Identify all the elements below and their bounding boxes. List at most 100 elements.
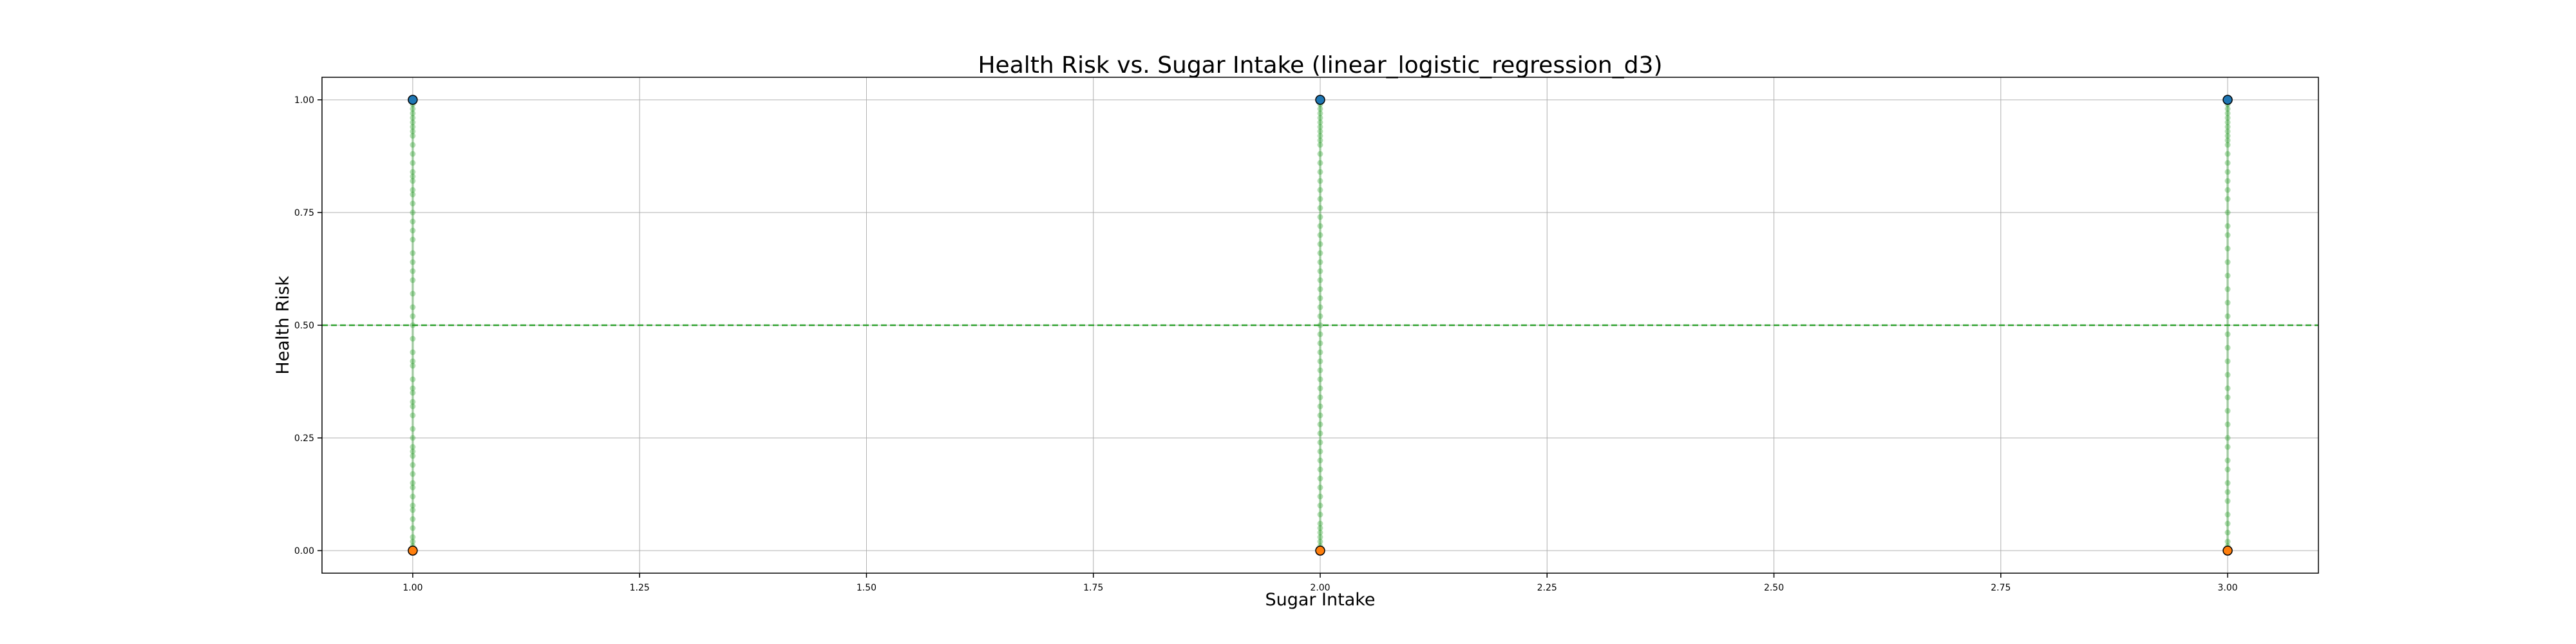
- predicted-point: [1317, 340, 1323, 346]
- predicted-point: [410, 516, 416, 522]
- predicted-point: [410, 191, 416, 198]
- predicted-point: [410, 236, 416, 243]
- y-tick-label: 0.25: [294, 433, 314, 444]
- predicted-point: [410, 313, 416, 319]
- predicted-point: [410, 412, 416, 419]
- predicted-point: [1317, 286, 1323, 292]
- predicted-point: [410, 124, 416, 130]
- predicted-point: [1317, 502, 1323, 509]
- y-tick-label: 0.00: [294, 546, 314, 556]
- predicted-point: [410, 453, 416, 459]
- predicted-point: [410, 227, 416, 234]
- predicted-point: [2224, 480, 2231, 486]
- predicted-point: [410, 115, 416, 121]
- predicted-point: [2224, 299, 2231, 306]
- predicted-point: [410, 160, 416, 166]
- predicted-point: [410, 462, 416, 468]
- predicted-point: [1317, 529, 1323, 536]
- predicted-point: [410, 304, 416, 310]
- predicted-point: [2224, 435, 2231, 441]
- predicted-point: [1317, 457, 1323, 464]
- observed-point: [2222, 545, 2233, 556]
- predicted-point: [1317, 241, 1323, 247]
- predicted-point: [410, 507, 416, 513]
- predicted-point: [1317, 466, 1323, 473]
- predicted-point: [410, 403, 416, 410]
- predicted-point: [1317, 124, 1323, 130]
- predicted-point: [2224, 394, 2231, 401]
- predicted-point: [1317, 119, 1323, 126]
- predicted-point: [1317, 187, 1323, 193]
- predicted-point: [410, 178, 416, 184]
- y-tick-label: 0.75: [294, 208, 314, 218]
- predicted-point: [2224, 498, 2231, 504]
- predicted-point: [1317, 142, 1323, 148]
- predicted-point: [2224, 272, 2231, 279]
- predicted-point: [410, 268, 416, 274]
- ticks: 1.00 1.25 1.50 1.75 2.00 2.25 2.50 2.75 3.00 0.00…: [294, 95, 2238, 593]
- predicted-point: [1317, 205, 1323, 211]
- predicted-point: [410, 534, 416, 540]
- x-tick-label: 1.25: [630, 583, 650, 593]
- predicted-point: [1317, 511, 1323, 518]
- predicted-point: [1317, 160, 1323, 166]
- predicted-point: [410, 336, 416, 342]
- predicted-point: [1317, 313, 1323, 319]
- predicted-point: [2224, 209, 2231, 216]
- predicted-point: [410, 218, 416, 225]
- predicted-point: [2224, 124, 2231, 130]
- predicted-point: [1317, 367, 1323, 374]
- x-tick-label: 2.00: [1310, 583, 1330, 593]
- predicted-point: [410, 525, 416, 531]
- predicted-point: [2224, 313, 2231, 319]
- predicted-point: [410, 119, 416, 126]
- predicted-point: [410, 385, 416, 392]
- predicted-point: [410, 502, 416, 509]
- predicted-point: [410, 209, 416, 216]
- predicted-point: [2224, 444, 2231, 450]
- predicted-point: [2224, 372, 2231, 378]
- predicted-point: [2224, 457, 2231, 464]
- predicted-point: [410, 200, 416, 207]
- predicted-point: [410, 376, 416, 383]
- predicted-point: [410, 390, 416, 396]
- predicted-point: [1317, 232, 1323, 238]
- predicted-point: [410, 290, 416, 297]
- predicted-point: [1317, 484, 1323, 491]
- observed-point: [408, 545, 418, 556]
- predicted-point: [2224, 259, 2231, 265]
- predicted-probability-layer: [410, 97, 2231, 554]
- x-tick-label: 2.25: [1537, 583, 1557, 593]
- predicted-point: [1317, 394, 1323, 401]
- predicted-point: [2224, 142, 2231, 148]
- predicted-point: [1317, 358, 1323, 365]
- predicted-point: [2224, 128, 2231, 135]
- observed-points-layer: [408, 95, 2233, 556]
- predicted-point: [2224, 187, 2231, 193]
- predicted-point: [2224, 196, 2231, 202]
- predicted-point: [1317, 538, 1323, 545]
- predicted-point: [1317, 534, 1323, 540]
- predicted-point: [1317, 110, 1323, 117]
- predicted-point: [410, 358, 416, 365]
- predicted-point: [1317, 412, 1323, 419]
- x-tick-label: 1.50: [857, 583, 876, 593]
- predicted-point: [1317, 250, 1323, 256]
- predicted-point: [410, 435, 416, 441]
- predicted-point: [410, 106, 416, 112]
- predicted-point: [410, 128, 416, 135]
- predicted-point: [1317, 385, 1323, 392]
- predicted-point: [1317, 178, 1323, 184]
- predicted-point: [410, 349, 416, 355]
- chart-title: Health Risk vs. Sugar Intake (linear_log…: [978, 52, 1662, 79]
- predicted-point: [2224, 223, 2231, 229]
- predicted-point: [410, 471, 416, 477]
- predicted-point: [2224, 385, 2231, 392]
- predicted-point: [410, 399, 416, 405]
- predicted-point: [410, 480, 416, 486]
- predicted-point: [410, 363, 416, 369]
- predicted-point: [1317, 525, 1323, 531]
- x-tick-label: 2.50: [1764, 583, 1784, 593]
- predicted-point: [2224, 286, 2231, 292]
